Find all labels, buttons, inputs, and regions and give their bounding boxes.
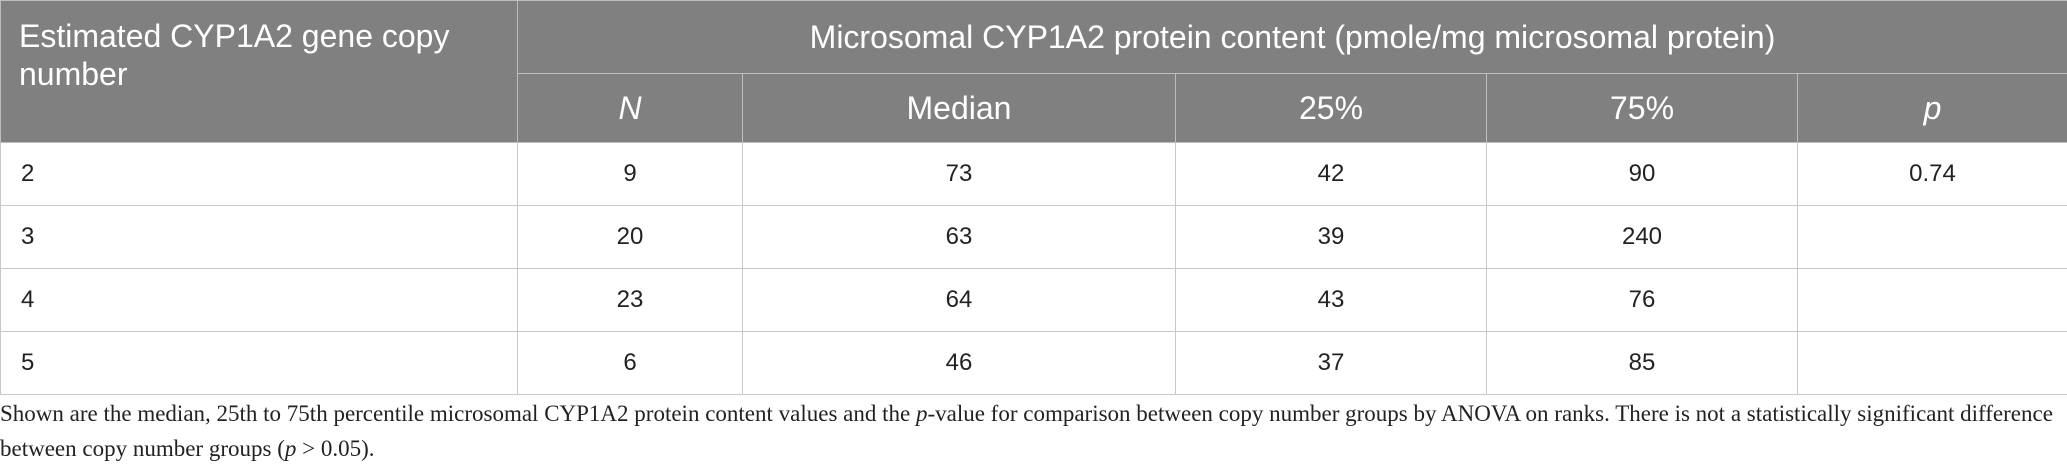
table-cell: 46 (742, 331, 1176, 395)
table-cell: 39 (1175, 205, 1487, 269)
table-cell: 0.74 (1796, 142, 2067, 206)
table-cell: 4 (0, 268, 518, 332)
table-cell (1796, 205, 2067, 269)
row-label-header: Estimated CYP1A2 gene copy number (0, 0, 518, 143)
table-cell: 43 (1175, 268, 1487, 332)
table-cell: 5 (0, 331, 518, 395)
footnote-text: > 0.05). (296, 436, 375, 461)
column-header: p (1796, 73, 2067, 143)
table-row: 4 23 64 43 76 (0, 268, 2067, 332)
footnote-text: Shown are the median, 25th to 75th perce… (0, 401, 916, 426)
table-cell: 73 (742, 142, 1176, 206)
table-cell: 63 (742, 205, 1176, 269)
table-cell: 23 (517, 268, 743, 332)
footnote-text: p (915, 401, 928, 426)
table-cell: 6 (517, 331, 743, 395)
group-header: Microsomal CYP1A2 protein content (pmole… (516, 0, 2067, 74)
table-cell (1796, 331, 2067, 395)
footnote: Shown are the median, 25th to 75th perce… (0, 396, 2060, 466)
table-cell: 9 (517, 142, 743, 206)
table-cell: 85 (1486, 331, 1798, 395)
table-cell (1796, 268, 2067, 332)
table-cell: 90 (1486, 142, 1798, 206)
table-cell: 3 (0, 205, 518, 269)
footnote-text: -value for comparison between copy numbe… (0, 401, 2053, 461)
table-cell: 240 (1486, 205, 1798, 269)
table-row: 2 9 73 42 90 0.74 (0, 142, 2067, 206)
column-header: 75% (1486, 73, 1798, 143)
table-cell: 76 (1486, 268, 1798, 332)
table-cell: 42 (1175, 142, 1487, 206)
data-table: Estimated CYP1A2 gene copy number Micros… (0, 0, 2067, 395)
column-header: 25% (1175, 73, 1487, 143)
column-header: N (517, 73, 743, 143)
table-cell: 20 (517, 205, 743, 269)
table-row: 3 20 63 39 240 (0, 205, 2067, 269)
footnote-text: p (284, 436, 297, 461)
table-row: 5 6 46 37 85 (0, 331, 2067, 395)
column-header: Median (742, 73, 1176, 143)
table-cell: 37 (1175, 331, 1487, 395)
table-cell: 2 (0, 142, 518, 206)
table-cell: 64 (742, 268, 1176, 332)
